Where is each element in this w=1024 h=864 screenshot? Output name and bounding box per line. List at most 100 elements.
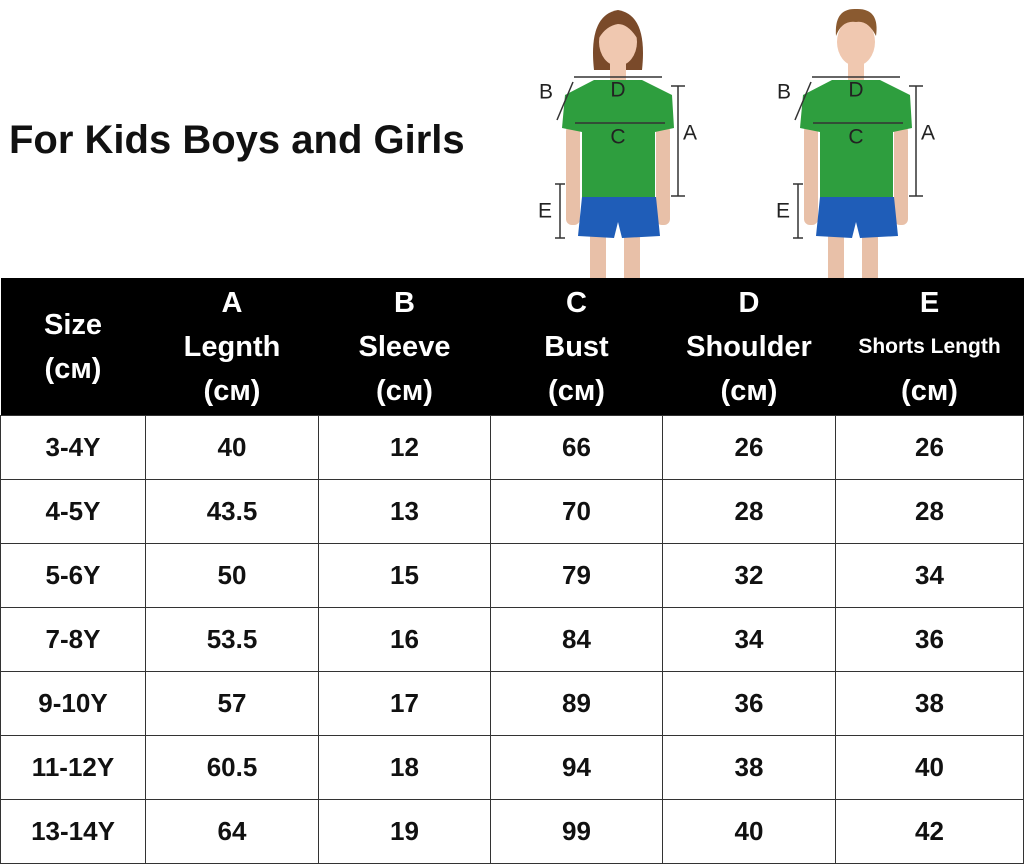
table-cell: 4-5Y <box>0 479 146 544</box>
table-cell: 42 <box>835 799 1024 864</box>
measure-label: C <box>610 126 625 149</box>
table-cell: 13-14Y <box>0 799 146 864</box>
table-cell: 16 <box>318 607 491 672</box>
table-cell: 5-6Y <box>0 543 146 608</box>
table-row: 3-4Y 40 12 66 26 26 <box>0 415 1024 480</box>
table-row: 11-12Y 60.5 18 94 38 40 <box>0 735 1024 800</box>
table-cell: 32 <box>662 543 836 608</box>
column-letter: C <box>566 286 587 319</box>
table-cell: 11-12Y <box>0 735 146 800</box>
table-cell: 36 <box>835 607 1024 672</box>
title: For Kids Boys and Girls <box>9 118 465 162</box>
head <box>837 18 875 66</box>
leg <box>624 230 640 278</box>
measure-label: C <box>848 126 863 149</box>
table-cell: 3-4Y <box>0 415 146 480</box>
leg <box>828 230 844 278</box>
table-row: 5-6Y 50 15 79 32 34 <box>0 543 1024 608</box>
table-cell: 18 <box>318 735 491 800</box>
column-header: Size (cм) <box>0 278 146 416</box>
measure-label: A <box>921 122 935 145</box>
measure-label: B <box>539 81 553 104</box>
shirt <box>800 80 912 197</box>
table-cell: 34 <box>835 543 1024 608</box>
size-table: Size (cм) A Legnth (cм) B Sleeve (cм) C Bust (cм) D… <box>0 278 1024 864</box>
neck <box>610 62 626 80</box>
leg <box>862 230 878 278</box>
measure-line <box>556 81 574 121</box>
table-cell: 7-8Y <box>0 607 146 672</box>
table-cell: 26 <box>835 415 1024 480</box>
measure-label: A <box>683 122 697 145</box>
column-header: D Shoulder (cм) <box>662 278 836 416</box>
column-name: Shorts Length <box>858 334 1001 358</box>
table-cell: 15 <box>318 543 491 608</box>
table-cell: 79 <box>490 543 663 608</box>
table-cell: 28 <box>835 479 1024 544</box>
table-cell: 57 <box>145 671 319 736</box>
table-cell: 40 <box>662 799 836 864</box>
table-cell: 43.5 <box>145 479 319 544</box>
table-cell: 26 <box>662 415 836 480</box>
table-cell: 84 <box>490 607 663 672</box>
table-cell: 28 <box>662 479 836 544</box>
table-cell: 34 <box>662 607 836 672</box>
table-cell: 40 <box>145 415 319 480</box>
table-cell: 53.5 <box>145 607 319 672</box>
table-cell: 94 <box>490 735 663 800</box>
table-cell: 38 <box>662 735 836 800</box>
head <box>599 18 637 66</box>
measure-label: B <box>777 81 791 104</box>
column-header: C Bust (cм) <box>490 278 663 416</box>
measure-line <box>794 81 812 121</box>
column-name: Size <box>43 308 103 341</box>
table-cell: 40 <box>835 735 1024 800</box>
column-unit: (cм) <box>901 374 958 407</box>
shirt <box>562 80 674 197</box>
measure-label: D <box>610 79 625 102</box>
column-name: Legnth <box>183 330 281 363</box>
hair <box>599 14 637 38</box>
column-name: Sleeve <box>358 330 451 363</box>
table-cell: 17 <box>318 671 491 736</box>
table-cell: 60.5 <box>145 735 319 800</box>
column-unit: (cм) <box>203 374 261 407</box>
measure-label: E <box>776 200 790 223</box>
table-cell: 64 <box>145 799 319 864</box>
leg <box>590 230 606 278</box>
column-unit: (cм) <box>720 374 778 407</box>
table-cell: 19 <box>318 799 491 864</box>
table-cell: 66 <box>490 415 663 480</box>
table-cell: 36 <box>662 671 836 736</box>
header-row: Size (cм) A Legnth (cм) B Sleeve (cм) C Bust (cм) D… <box>0 278 1024 416</box>
arm <box>894 125 908 225</box>
column-letter: E <box>919 286 940 319</box>
hair <box>835 8 877 36</box>
illustrations: B D C A E B D C A E <box>538 8 935 278</box>
shorts <box>578 197 660 238</box>
column-unit: (cм) <box>376 374 433 407</box>
shorts <box>816 197 898 238</box>
table-cell: 70 <box>490 479 663 544</box>
table-cell: 99 <box>490 799 663 864</box>
column-letter: A <box>221 286 243 319</box>
arm <box>566 125 580 225</box>
arm <box>804 125 818 225</box>
kid-figure: B D C A E <box>538 10 697 278</box>
table-cell: 38 <box>835 671 1024 736</box>
table-cell: 9-10Y <box>0 671 146 736</box>
measure-label: D <box>848 79 863 102</box>
table-row: 7-8Y 53.5 16 84 34 36 <box>0 607 1024 672</box>
column-name: Shoulder <box>686 330 812 363</box>
measure-label: E <box>538 200 552 223</box>
table-row: 4-5Y 43.5 13 70 28 28 <box>0 479 1024 544</box>
column-header: E Shorts Length (cм) <box>835 278 1024 416</box>
table-row: 13-14Y 64 19 99 40 42 <box>0 799 1024 864</box>
column-header: A Legnth (cм) <box>145 278 319 416</box>
column-name: Bust <box>544 330 609 363</box>
table-row: 9-10Y 57 17 89 36 38 <box>0 671 1024 736</box>
column-letter: B <box>394 286 415 319</box>
table-cell: 50 <box>145 543 319 608</box>
table-body: 3-4Y 40 12 66 26 26 4-5Y 43.5 13 70 28 28 5-6Y 50 15 79… <box>0 415 1024 864</box>
